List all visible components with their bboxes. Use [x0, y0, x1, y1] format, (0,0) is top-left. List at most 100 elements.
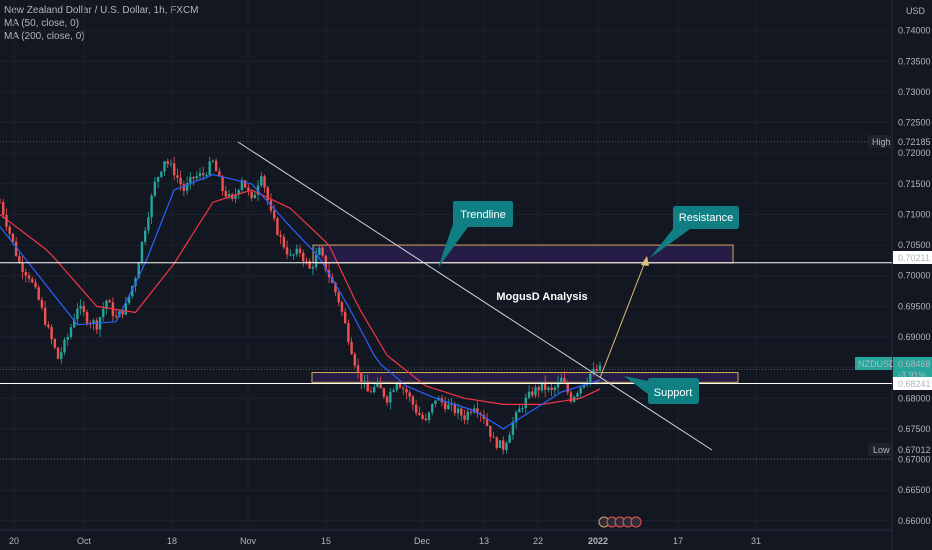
trendline[interactable]	[237, 141, 713, 451]
candle-body	[450, 403, 453, 405]
candle-body	[376, 381, 379, 387]
candle-body	[92, 320, 95, 324]
candle-body	[72, 319, 76, 328]
candle-body	[576, 393, 579, 397]
candle-body	[205, 174, 208, 176]
candle-body	[502, 440, 505, 450]
candle-body	[127, 296, 131, 304]
candle-body	[218, 171, 221, 177]
legend-ma200: MA (200, close, 0)	[4, 31, 85, 42]
candle-body	[95, 320, 98, 330]
candle-body	[102, 308, 105, 318]
candle-body	[227, 194, 231, 197]
candle-body	[189, 176, 192, 184]
candle-body	[527, 391, 531, 398]
time-tick-label: Oct	[77, 536, 92, 546]
candle-body	[14, 241, 18, 256]
candle-body	[302, 252, 305, 262]
candle-body	[569, 392, 573, 402]
candle-body	[408, 392, 411, 397]
candle-body	[69, 327, 73, 338]
time-tick-label: 18	[167, 536, 177, 546]
candle-body	[560, 378, 563, 382]
grid-lines	[0, 0, 893, 550]
callout-trendline[interactable]: Trendline	[438, 201, 513, 268]
callout-trendline-label: Trendline	[460, 209, 505, 221]
resistance-zone[interactable]	[312, 244, 734, 264]
candle-body	[279, 234, 282, 237]
candle-body	[140, 241, 144, 263]
candle-body	[221, 176, 224, 192]
candle-body	[2, 202, 5, 215]
currency-label: USD	[906, 6, 926, 16]
candle-body	[156, 177, 160, 182]
support-level-value: 0.68241	[898, 379, 931, 389]
candle-body	[150, 195, 153, 218]
price-tick-label: 0.67500	[898, 424, 931, 434]
candle-body	[427, 412, 431, 421]
candle-body	[392, 390, 395, 392]
candle-body	[182, 184, 186, 191]
candle-body	[337, 292, 340, 303]
event-icon[interactable]	[630, 516, 642, 528]
time-tick-label: 20	[9, 536, 19, 546]
candle-body	[282, 236, 286, 248]
last-symbol: NZDUSD	[858, 359, 896, 369]
candle-body	[466, 411, 469, 420]
candle-body	[285, 247, 289, 255]
last-value: 0.68468	[898, 359, 931, 369]
candle-body	[276, 218, 279, 235]
support-zone[interactable]	[311, 372, 739, 383]
support-level-tag: 0.68241	[893, 377, 932, 390]
candle-body	[8, 226, 11, 234]
callout-resistance[interactable]: Resistance	[650, 206, 739, 258]
candle-body	[443, 402, 447, 410]
candle-body	[66, 337, 69, 340]
candle-body	[224, 191, 228, 197]
candle-body	[247, 187, 250, 192]
candle-body	[250, 191, 253, 199]
candle-body	[47, 324, 50, 328]
time-axis[interactable]: 20 Oct 18 Nov 15 Dec 13 22 2022 17 31	[9, 536, 761, 546]
candle-body	[379, 381, 382, 389]
candle-body	[124, 303, 128, 315]
time-tick-label: 15	[321, 536, 331, 546]
candle-body	[243, 180, 247, 188]
candle-body	[524, 397, 528, 409]
event-icons[interactable]	[598, 516, 642, 528]
candle-body	[305, 261, 308, 263]
candle-body	[253, 194, 257, 199]
candle-body	[240, 180, 244, 190]
candle-body	[514, 412, 518, 423]
candle-body	[21, 262, 24, 272]
candle-body	[172, 163, 176, 176]
candle-body	[192, 176, 195, 179]
candle-body	[321, 247, 324, 256]
candle-body	[537, 387, 540, 391]
candle-body	[34, 282, 37, 288]
candle-body	[24, 271, 28, 276]
candle-body	[550, 387, 553, 391]
candle-body	[356, 365, 360, 373]
candle-body	[85, 312, 89, 324]
candle-body	[543, 381, 547, 390]
candle-body	[202, 173, 205, 176]
candle-body	[589, 373, 592, 382]
candle-body	[360, 372, 363, 384]
candle-body	[105, 300, 108, 309]
candles	[0, 156, 602, 455]
candle-body	[195, 176, 198, 179]
candle-body	[153, 181, 157, 196]
candle-body	[56, 347, 60, 359]
callout-support[interactable]: Support	[624, 376, 699, 404]
candle-body	[256, 185, 260, 195]
candle-body	[60, 352, 63, 359]
candle-body	[147, 217, 150, 231]
candle-body	[463, 415, 466, 420]
candle-body	[414, 404, 418, 413]
candle-body	[308, 261, 311, 269]
candle-body	[498, 440, 502, 448]
high-value: 0.72185	[898, 137, 931, 147]
candle-body	[582, 385, 586, 388]
